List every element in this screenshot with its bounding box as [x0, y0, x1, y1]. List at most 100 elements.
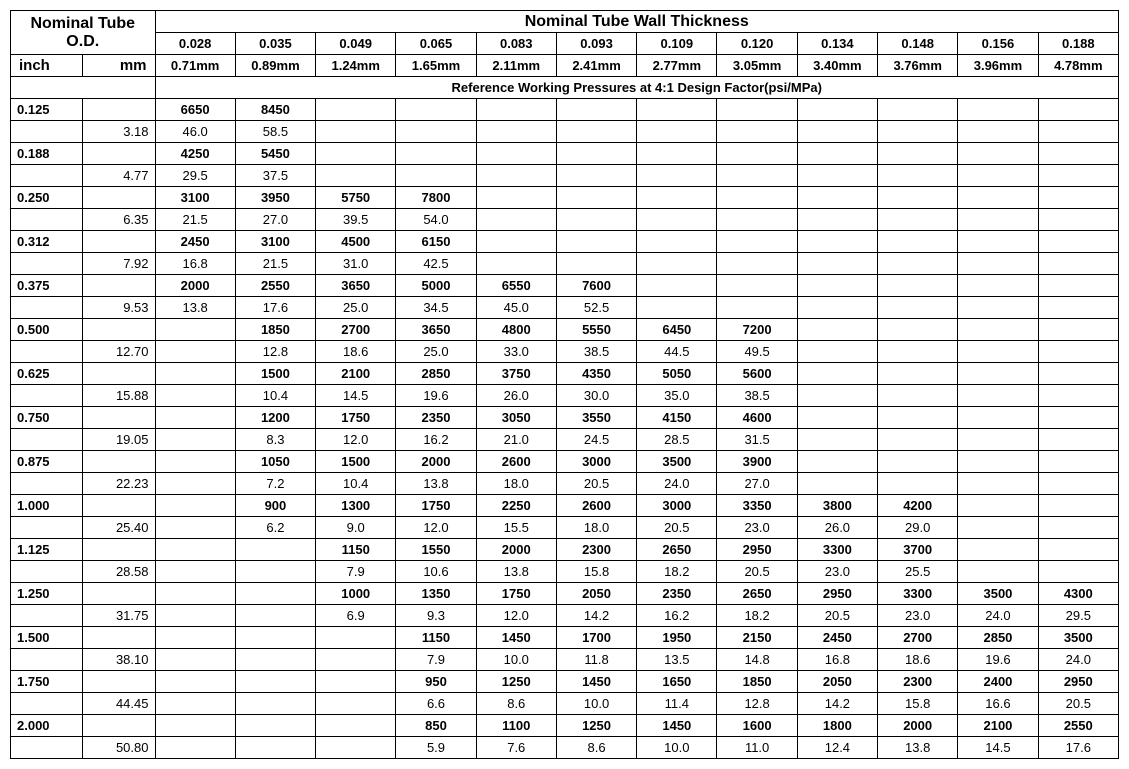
od-inch-cell: 0.188 — [11, 143, 83, 165]
mpa-cell: 58.5 — [235, 121, 315, 143]
mpa-cell: 14.5 — [316, 385, 396, 407]
mpa-cell: 21.0 — [476, 429, 556, 451]
psi-cell — [235, 583, 315, 605]
mpa-cell: 12.8 — [235, 341, 315, 363]
mpa-cell: 34.5 — [396, 297, 476, 319]
psi-cell: 6450 — [637, 319, 717, 341]
mpa-cell: 18.2 — [717, 605, 797, 627]
od-mm-cell: 7.92 — [83, 253, 155, 275]
thick-in: 0.109 — [637, 33, 717, 55]
od-inch-cell: 2.000 — [11, 715, 83, 737]
psi-cell: 1800 — [797, 715, 877, 737]
mpa-cell: 31.5 — [717, 429, 797, 451]
blank-cell — [83, 319, 155, 341]
psi-cell: 2650 — [637, 539, 717, 561]
psi-cell: 1100 — [476, 715, 556, 737]
psi-cell: 1450 — [637, 715, 717, 737]
mpa-cell — [476, 253, 556, 275]
mpa-cell: 33.0 — [476, 341, 556, 363]
mpa-cell — [637, 165, 717, 187]
mpa-cell: 7.9 — [316, 561, 396, 583]
od-mm-cell: 44.45 — [83, 693, 155, 715]
mpa-cell — [797, 121, 877, 143]
mpa-cell — [637, 253, 717, 275]
od-inch-cell: 0.250 — [11, 187, 83, 209]
od-inch-cell: 0.875 — [11, 451, 83, 473]
mpa-cell — [878, 165, 958, 187]
psi-cell — [155, 451, 235, 473]
psi-cell — [958, 275, 1038, 297]
mpa-cell — [637, 121, 717, 143]
od-mm-cell: 3.18 — [83, 121, 155, 143]
mpa-cell — [556, 165, 636, 187]
od-inch-cell: 1.000 — [11, 495, 83, 517]
psi-cell: 5600 — [717, 363, 797, 385]
mpa-cell: 28.5 — [637, 429, 717, 451]
psi-cell: 4300 — [1038, 583, 1118, 605]
mpa-cell: 12.4 — [797, 737, 877, 759]
mpa-cell — [878, 473, 958, 495]
psi-cell: 1750 — [396, 495, 476, 517]
psi-cell: 1250 — [556, 715, 636, 737]
psi-cell — [155, 539, 235, 561]
psi-cell — [717, 231, 797, 253]
blank-cell — [11, 429, 83, 451]
psi-cell: 2050 — [797, 671, 877, 693]
mpa-cell — [1038, 253, 1118, 275]
mpa-cell — [1038, 561, 1118, 583]
thick-in: 0.093 — [556, 33, 636, 55]
psi-cell: 2950 — [797, 583, 877, 605]
od-mm-cell: 4.77 — [83, 165, 155, 187]
mpa-cell: 27.0 — [717, 473, 797, 495]
psi-cell — [878, 231, 958, 253]
psi-cell — [797, 187, 877, 209]
mpa-cell: 14.8 — [717, 649, 797, 671]
psi-cell: 2700 — [316, 319, 396, 341]
table-row: 22.237.210.413.818.020.524.027.0 — [11, 473, 1119, 495]
psi-cell — [1038, 451, 1118, 473]
mpa-cell: 29.5 — [1038, 605, 1118, 627]
mpa-cell: 18.2 — [637, 561, 717, 583]
table-row: 1.00090013001750225026003000335038004200 — [11, 495, 1119, 517]
mpa-cell: 52.5 — [556, 297, 636, 319]
blank-cell — [11, 517, 83, 539]
mpa-cell: 19.6 — [958, 649, 1038, 671]
mpa-cell: 12.8 — [717, 693, 797, 715]
psi-cell: 2850 — [958, 627, 1038, 649]
psi-cell: 4200 — [878, 495, 958, 517]
mpa-cell — [878, 209, 958, 231]
mpa-cell: 8.3 — [235, 429, 315, 451]
psi-cell: 2600 — [476, 451, 556, 473]
mpa-cell: 23.0 — [878, 605, 958, 627]
psi-cell — [1038, 363, 1118, 385]
table-row: 0.5001850270036504800555064507200 — [11, 319, 1119, 341]
psi-cell: 1150 — [316, 539, 396, 561]
psi-cell — [235, 671, 315, 693]
table-row: 0.7501200175023503050355041504600 — [11, 407, 1119, 429]
mpa-cell: 39.5 — [316, 209, 396, 231]
psi-cell — [155, 671, 235, 693]
psi-cell: 1850 — [235, 319, 315, 341]
psi-cell — [958, 187, 1038, 209]
mpa-cell — [1038, 473, 1118, 495]
psi-cell — [958, 451, 1038, 473]
psi-cell — [717, 275, 797, 297]
mpa-cell — [958, 121, 1038, 143]
thick-mm: 0.71mm — [155, 55, 235, 77]
mpa-cell: 26.0 — [797, 517, 877, 539]
psi-cell — [476, 231, 556, 253]
mpa-cell: 18.0 — [476, 473, 556, 495]
mpa-cell — [556, 253, 636, 275]
thick-in: 0.134 — [797, 33, 877, 55]
od-mm-cell: 28.58 — [83, 561, 155, 583]
psi-cell: 3700 — [878, 539, 958, 561]
mpa-cell: 20.5 — [637, 517, 717, 539]
psi-cell — [797, 99, 877, 121]
psi-cell: 2450 — [155, 231, 235, 253]
psi-cell — [155, 363, 235, 385]
psi-cell: 2400 — [958, 671, 1038, 693]
mpa-cell: 45.0 — [476, 297, 556, 319]
psi-cell — [155, 583, 235, 605]
thickness-mm-row: inch mm 0.71mm 0.89mm 1.24mm 1.65mm 2.11… — [11, 55, 1119, 77]
psi-cell: 3000 — [556, 451, 636, 473]
